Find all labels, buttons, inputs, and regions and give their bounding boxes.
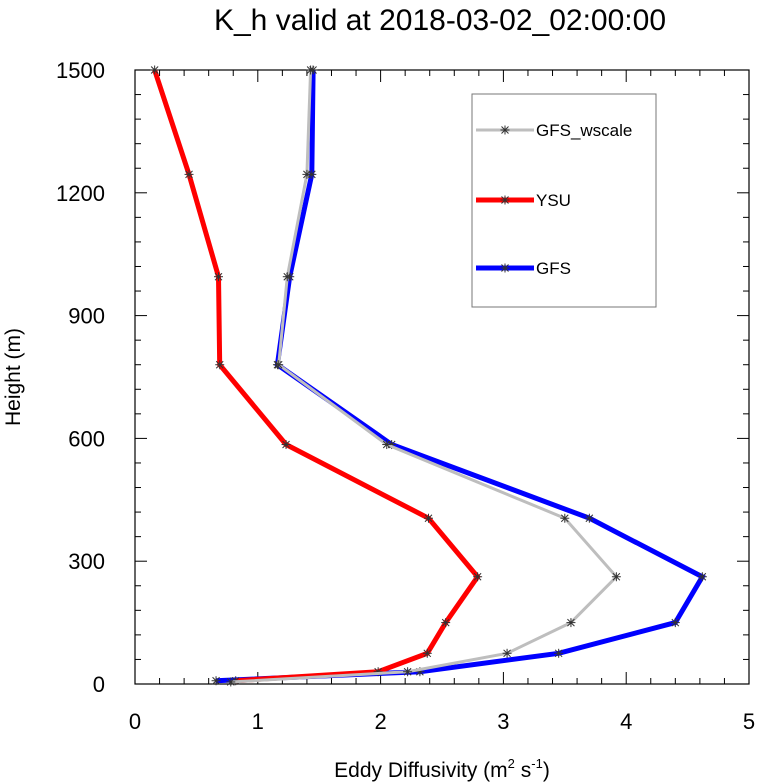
- data-point-marker: [184, 169, 194, 179]
- x-tick-label: 1: [252, 709, 264, 734]
- x-tick-label: 5: [743, 709, 755, 734]
- series-line: [152, 69, 481, 684]
- legend-label: GFS_wscale: [536, 121, 632, 140]
- plot-area: [134, 69, 750, 685]
- data-point-marker: [274, 360, 284, 370]
- x-axis-label-sup1: 2: [508, 756, 515, 771]
- data-point-marker: [584, 513, 594, 523]
- y-tick-label: 1200: [56, 181, 105, 206]
- data-point-marker: [215, 360, 225, 370]
- x-tick-label: 3: [497, 709, 509, 734]
- data-point-marker: [422, 648, 432, 658]
- data-point-marker: [566, 618, 576, 628]
- series-ysu: [150, 65, 483, 686]
- data-point-marker: [226, 677, 236, 687]
- series-layer: [150, 65, 707, 687]
- y-tick-label: 300: [68, 549, 105, 574]
- data-point-marker: [441, 618, 451, 628]
- data-point-marker: [211, 676, 221, 686]
- data-point-marker: [502, 648, 512, 658]
- y-axis: 0 300 600 900 1200 1500: [56, 58, 749, 697]
- y-tick-label: 900: [68, 304, 105, 329]
- data-point-marker: [302, 169, 312, 179]
- data-point-marker: [670, 618, 680, 628]
- x-axis-label-end: ): [543, 759, 550, 782]
- x-axis-label-mid: s: [515, 759, 531, 782]
- data-point-marker: [697, 572, 707, 582]
- data-point-marker: [150, 65, 160, 75]
- x-axis: 0 1 2 3 4 5: [129, 70, 755, 734]
- data-point-marker: [560, 513, 570, 523]
- series-gfs-wscale: [226, 65, 621, 687]
- y-tick-label: 0: [93, 672, 105, 697]
- legend-entry: GFS: [476, 259, 571, 278]
- data-point-marker: [306, 65, 316, 75]
- y-axis-label: Height (m): [2, 328, 25, 426]
- data-point-marker: [423, 513, 433, 523]
- data-point-marker: [611, 572, 621, 582]
- x-tick-label: 2: [374, 709, 386, 734]
- data-point-marker: [403, 667, 413, 677]
- legend: GFS_wscale YSU GFS: [471, 93, 657, 308]
- legend-marker: [500, 195, 510, 205]
- legend-label: GFS: [536, 259, 571, 278]
- x-tick-label: 4: [620, 709, 632, 734]
- data-point-marker: [473, 572, 483, 582]
- y-tick-label: 1500: [56, 58, 105, 83]
- data-point-marker: [554, 648, 564, 658]
- legend-marker: [500, 125, 510, 135]
- plot-frame: [134, 69, 750, 685]
- legend-label: YSU: [536, 191, 571, 210]
- data-point-marker: [214, 272, 224, 282]
- data-point-marker: [282, 272, 292, 282]
- x-axis-label-sup2: -1: [531, 756, 543, 771]
- legend-entry: YSU: [476, 191, 571, 210]
- data-point-marker: [281, 440, 291, 450]
- series-gfs: [211, 65, 707, 686]
- x-axis-label: Eddy Diffusivity (m2 s-1): [334, 756, 550, 782]
- x-axis-label-main: Eddy Diffusivity (m: [334, 759, 508, 782]
- legend-marker: [500, 263, 510, 273]
- x-tick-label: 0: [129, 709, 141, 734]
- legend-entry: GFS_wscale: [476, 121, 632, 140]
- data-point-marker: [382, 440, 392, 450]
- chart-title: K_h valid at 2018-03-02_02:00:00: [214, 4, 666, 37]
- y-tick-label: 600: [68, 426, 105, 451]
